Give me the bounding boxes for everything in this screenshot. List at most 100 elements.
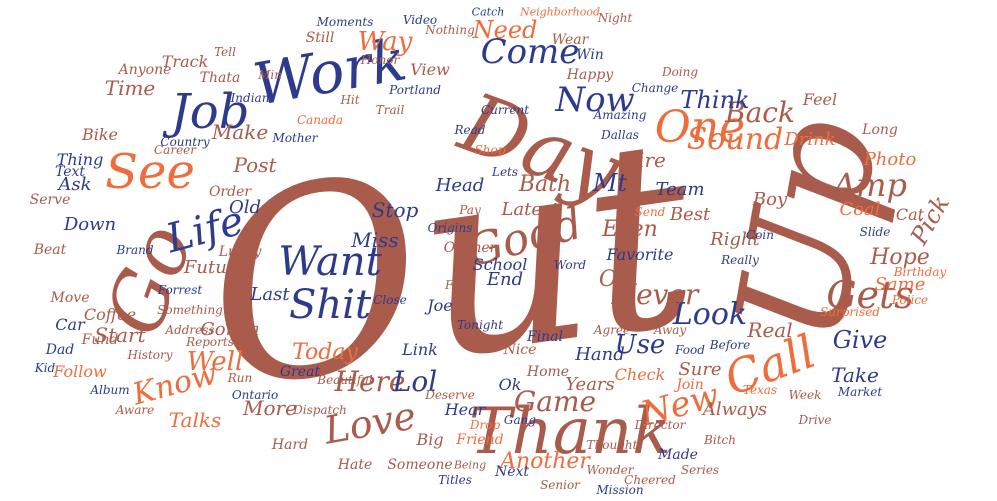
word: Hope — [870, 245, 930, 270]
word: Make — [211, 120, 269, 144]
word: End — [486, 269, 524, 290]
word: Catch — [471, 5, 505, 19]
word: Away — [653, 323, 687, 337]
word: Cheered — [624, 473, 676, 487]
word: Canada — [296, 113, 344, 127]
word: History — [127, 348, 173, 362]
word: Origins — [427, 221, 473, 235]
word: School — [472, 255, 528, 274]
word: Lets — [491, 165, 519, 179]
word: Start — [94, 323, 146, 347]
word: Before — [709, 338, 751, 352]
word: Wonder — [586, 463, 634, 477]
word: Here — [334, 365, 406, 398]
word: Same — [874, 274, 926, 295]
word: Join — [676, 377, 704, 393]
word: Hand — [575, 344, 625, 365]
word: Serve — [29, 192, 71, 208]
word: Look — [672, 297, 748, 332]
word: Final — [526, 329, 564, 345]
word: Still — [305, 30, 335, 46]
word: Best — [669, 204, 711, 225]
word: Right — [710, 229, 760, 250]
word: Way — [357, 27, 413, 57]
word: Honor — [360, 53, 400, 67]
word: Joe — [427, 296, 453, 315]
word: Coin — [746, 228, 774, 242]
word: Country — [160, 135, 210, 149]
word: Really — [721, 253, 759, 267]
word: Read — [454, 123, 486, 137]
word: Big — [416, 430, 444, 449]
word: Even — [602, 217, 658, 242]
word: Gets — [826, 273, 914, 317]
word: Bath — [518, 172, 572, 197]
word: Years — [565, 374, 615, 395]
word: Future — [183, 257, 247, 278]
word: Doing — [661, 65, 699, 79]
word: Gang — [503, 413, 537, 427]
word: Amp — [833, 166, 907, 204]
word: Shop — [474, 143, 506, 157]
word: More — [243, 396, 297, 420]
word: Last — [250, 284, 290, 305]
word: Boy — [752, 189, 788, 210]
word: Favorite — [606, 245, 674, 264]
word: Fuck — [444, 278, 476, 292]
word: Drop — [469, 418, 501, 432]
word: Back — [725, 96, 795, 129]
word: Dallas — [601, 128, 639, 142]
word: Close — [373, 293, 407, 307]
word: Fire — [624, 148, 666, 172]
word: Run — [227, 371, 253, 385]
word: Always — [702, 399, 768, 420]
word: Pay — [459, 203, 481, 217]
word: Word — [553, 258, 587, 272]
word: Fund — [81, 332, 119, 348]
word: Never — [611, 278, 699, 311]
word: Deserve — [425, 388, 475, 402]
word: Thank — [468, 395, 672, 469]
word: Album — [90, 383, 130, 397]
word: Reports — [186, 335, 234, 349]
word: Talks — [168, 408, 222, 432]
word: Brand — [116, 243, 154, 257]
word: Address — [165, 323, 215, 337]
word: Come — [480, 32, 580, 72]
word: Win — [576, 47, 604, 63]
word: Car — [55, 315, 85, 334]
word: Senior — [540, 478, 580, 492]
word: Titles — [438, 473, 472, 487]
word: Week — [788, 388, 822, 402]
word: Team — [655, 179, 705, 200]
word: Anyone — [118, 62, 172, 78]
word: Thought — [586, 438, 638, 452]
word: Another — [500, 449, 590, 474]
word: Feel — [802, 90, 838, 109]
word: Hard — [271, 437, 309, 453]
word: Coal — [839, 199, 881, 220]
word: Need — [472, 16, 538, 44]
word: Career — [153, 143, 197, 157]
word: Down — [63, 214, 117, 235]
word: Hate — [337, 457, 373, 473]
word: One — [654, 102, 746, 153]
word: Want — [278, 239, 382, 285]
word: Ok — [498, 375, 522, 394]
word: Today — [292, 340, 358, 365]
word: Order — [208, 184, 252, 200]
word: Use — [614, 330, 666, 360]
word: Head — [435, 175, 485, 196]
word: Made — [658, 447, 698, 463]
word: Police — [891, 293, 929, 307]
word: Oh — [598, 267, 632, 292]
word: Move — [50, 290, 90, 306]
word: Mt — [592, 169, 628, 197]
word: Change — [631, 81, 679, 95]
word: Night — [597, 11, 633, 25]
word: Great — [279, 364, 321, 380]
word: Min — [258, 68, 282, 82]
word: Someone — [387, 457, 453, 473]
word: Thing — [56, 150, 104, 169]
word: Market — [837, 385, 883, 399]
